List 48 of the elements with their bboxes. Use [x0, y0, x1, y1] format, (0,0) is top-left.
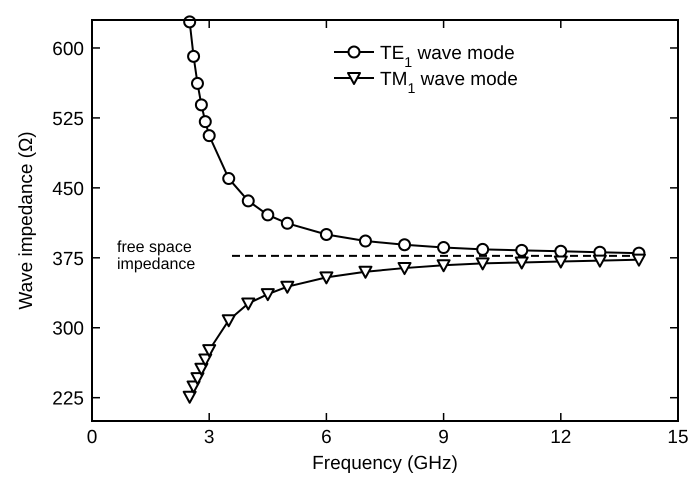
x-tick-label: 15 [667, 427, 689, 448]
point [198, 115, 212, 128]
point [398, 262, 412, 276]
point [436, 259, 451, 272]
point [515, 244, 528, 257]
y-tick-label: 300 [52, 318, 84, 340]
point [194, 362, 208, 376]
x-tick-label: 3 [204, 427, 214, 448]
y-tick-label: 600 [52, 38, 84, 60]
x-tick-label: 0 [86, 427, 98, 448]
x-tick-label: 6 [321, 427, 332, 448]
point [182, 390, 197, 404]
point [358, 234, 372, 248]
point [261, 208, 274, 222]
x-tick-label: 12 [550, 427, 572, 448]
legend-label: TM$_{1}$ wave mode [380, 69, 518, 97]
point [592, 254, 607, 268]
x-tick-label: 9 [438, 427, 449, 448]
point [241, 298, 256, 310]
point [514, 256, 529, 270]
y-tick-label: 375 [52, 248, 84, 270]
point [476, 242, 490, 256]
point [632, 254, 646, 267]
point [280, 216, 294, 230]
point [260, 288, 275, 302]
point [242, 194, 255, 208]
point [476, 257, 490, 270]
y-tick-label: 525 [52, 108, 84, 130]
point [319, 271, 334, 284]
point [437, 241, 450, 254]
point [280, 280, 294, 294]
y-tick-label: 225 [52, 388, 84, 410]
point [320, 228, 333, 241]
x-axis-title: Frequency (GHz) [312, 453, 458, 474]
point [554, 256, 568, 269]
point [202, 129, 216, 142]
ref-line-label: free space impedance [117, 238, 196, 273]
point [190, 76, 204, 90]
point [202, 344, 216, 358]
point [194, 98, 208, 112]
point [398, 238, 412, 252]
legend-label: TE$_{1}$ wave mode [380, 43, 515, 71]
point [187, 50, 200, 63]
y-axis-title: Wave impedance (Ω) [16, 131, 37, 310]
point [222, 314, 236, 328]
point [358, 266, 372, 279]
y-tick-label: 450 [52, 178, 84, 200]
point [222, 172, 236, 186]
